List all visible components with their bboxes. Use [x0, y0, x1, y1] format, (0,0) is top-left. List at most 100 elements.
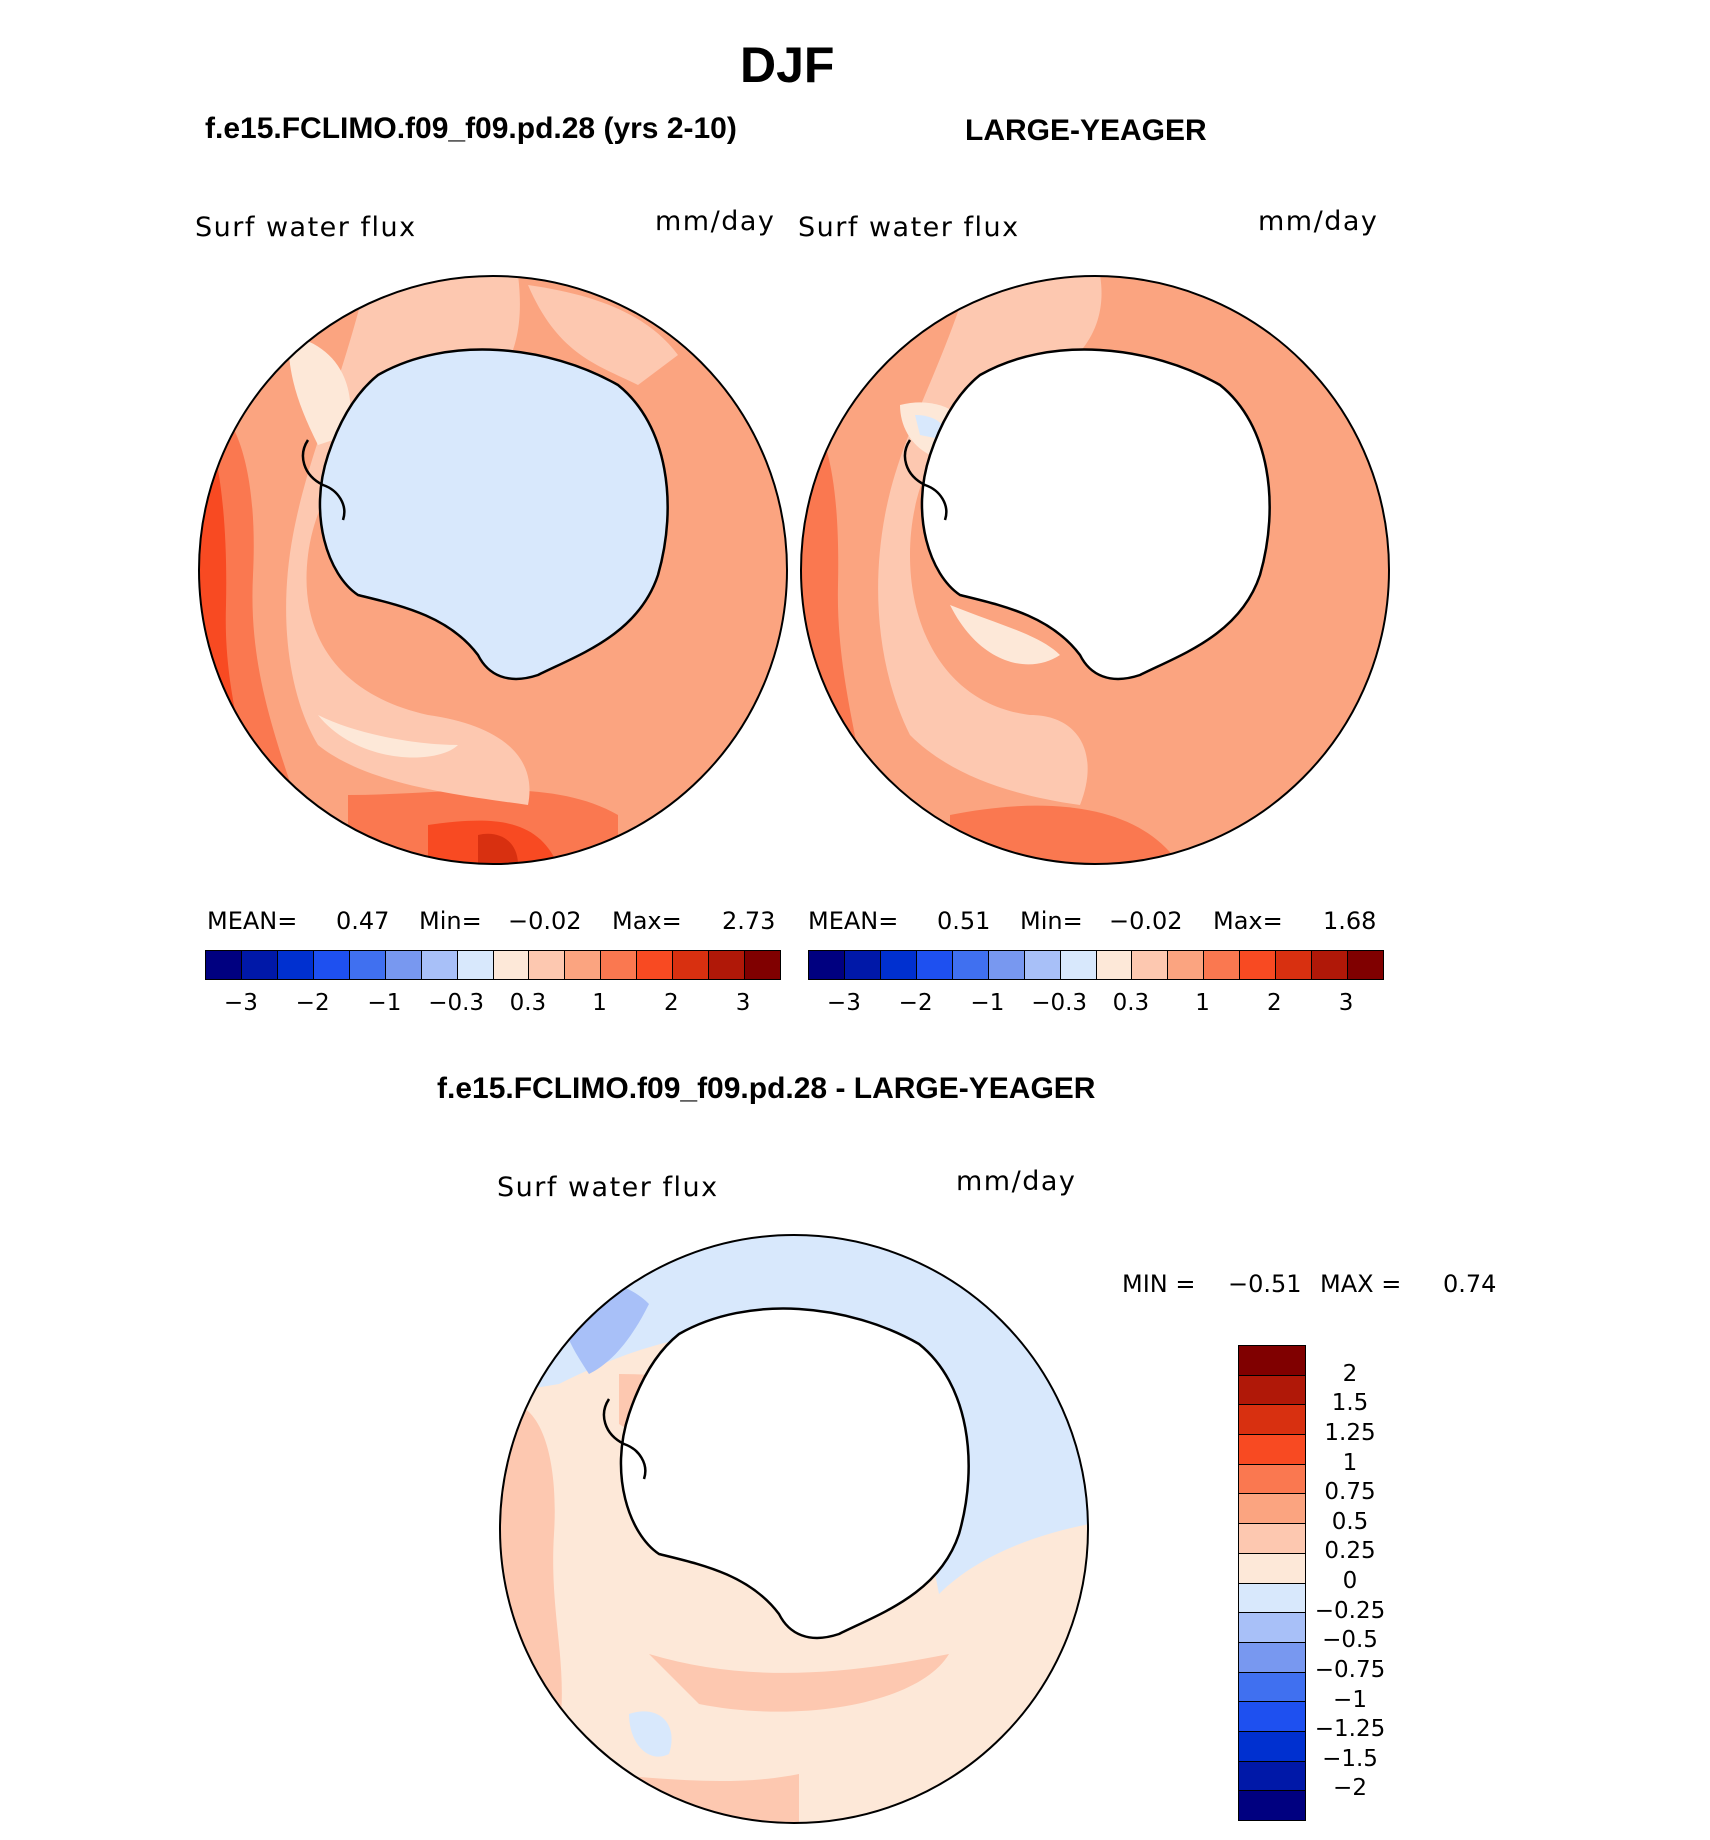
colorbar-tick-label: −0.3 [1031, 990, 1088, 1016]
right-antarctic-map [800, 275, 1390, 865]
left-mean-value: 0.47 [336, 907, 390, 935]
colorbar-box [1239, 1524, 1305, 1554]
colorbar-box [1024, 951, 1061, 979]
colorbar-tick-label: 1 [1342, 1449, 1358, 1476]
colorbar-box [1239, 1761, 1305, 1792]
colorbar-tick-label: −1.5 [1322, 1745, 1378, 1772]
colorbar-box [457, 951, 494, 979]
colorbar-box [385, 951, 422, 979]
colorbar-box [1239, 1346, 1305, 1376]
diff-panel-heading: f.e15.FCLIMO.f09_f09.pd.28 - LARGE-YEAGE… [437, 1072, 1096, 1105]
colorbar-box [916, 951, 953, 979]
diff-min-value: −0.51 [1228, 1270, 1302, 1298]
colorbar-box [1239, 1375, 1305, 1406]
left-max-value: 2.73 [722, 907, 776, 935]
colorbar-box [493, 951, 530, 979]
colorbar-tick-label: 2 [664, 990, 679, 1016]
colorbar-tick-label: 0 [1342, 1568, 1358, 1594]
diff-colorbar [1238, 1345, 1306, 1821]
colorbar-box [1239, 1553, 1305, 1584]
colorbar-tick-label: −1 [1333, 1686, 1367, 1713]
figure-title: DJF [740, 37, 835, 93]
diff-units-label: mm/day [956, 1166, 1077, 1197]
colorbar-tick-label: −1 [970, 990, 1005, 1016]
colorbar-tick-label: −2 [898, 990, 933, 1016]
colorbar-box [709, 951, 746, 979]
colorbar-box [809, 951, 845, 979]
left-max-label: Max= [612, 907, 682, 935]
colorbar-box [1348, 951, 1383, 979]
left-variable-label: Surf water flux [195, 212, 417, 243]
colorbar-box [1204, 951, 1241, 979]
colorbar-box [1239, 1642, 1305, 1673]
colorbar-box [880, 951, 917, 979]
left-colorbar [205, 950, 781, 980]
right-panel-heading: LARGE-YEAGER [965, 114, 1207, 147]
left-panel-heading: f.e15.FCLIMO.f09_f09.pd.28 (yrs 2-10) [205, 112, 737, 145]
right-min-value: −0.02 [1109, 907, 1183, 935]
colorbar-box [1239, 1405, 1305, 1436]
right-mean-label: MEAN= [808, 907, 899, 935]
colorbar-tick-label: −1 [367, 990, 402, 1016]
left-min-value: −0.02 [508, 907, 582, 935]
colorbar-box [349, 951, 386, 979]
colorbar-tick-label: −2 [1333, 1775, 1367, 1802]
colorbar-tick-label: 1 [592, 990, 607, 1016]
colorbar-tick-label: −3 [826, 990, 861, 1016]
left-units-label: mm/day [655, 206, 776, 237]
right-min-label: Min= [1020, 907, 1083, 935]
left-min-label: Min= [419, 907, 482, 935]
right-mean-value: 0.51 [937, 907, 991, 935]
colorbar-box [1239, 1791, 1305, 1820]
colorbar-box [1239, 1583, 1305, 1614]
colorbar-box [1240, 951, 1277, 979]
diff-max-value: 0.74 [1443, 1270, 1497, 1298]
colorbar-box [1060, 951, 1097, 979]
colorbar-tick-label: −0.25 [1314, 1597, 1386, 1624]
colorbar-box [313, 951, 350, 979]
colorbar-box [1239, 1613, 1305, 1643]
colorbar-box [529, 951, 566, 979]
colorbar-box [637, 951, 674, 979]
colorbar-tick-label: −0.3 [428, 990, 485, 1016]
colorbar-tick-label: −3 [223, 990, 258, 1016]
colorbar-tick-label: −0.5 [1322, 1627, 1378, 1654]
colorbar-box [844, 951, 881, 979]
colorbar-tick-label: 1 [1195, 990, 1210, 1016]
colorbar-box [1276, 951, 1313, 979]
colorbar-tick-label: −1.25 [1314, 1716, 1386, 1743]
colorbar-box [1132, 951, 1169, 979]
colorbar-tick-label: 0.3 [509, 990, 547, 1016]
colorbar-tick-label: 3 [1338, 990, 1354, 1016]
colorbar-box [1239, 1464, 1305, 1495]
right-colorbar [808, 950, 1384, 980]
colorbar-tick-label: 3 [735, 990, 751, 1016]
colorbar-box [241, 951, 278, 979]
right-max-label: Max= [1213, 907, 1283, 935]
colorbar-box [673, 951, 710, 979]
right-max-value: 1.68 [1323, 907, 1377, 935]
left-antarctic-map [198, 275, 788, 865]
colorbar-tick-label: 0.25 [1324, 1538, 1376, 1565]
diff-min-label: MIN = [1122, 1270, 1196, 1298]
colorbar-box [1239, 1672, 1305, 1703]
colorbar-tick-label: 2 [1342, 1360, 1358, 1387]
right-units-label: mm/day [1258, 206, 1379, 237]
colorbar-tick-label: 2 [1267, 990, 1282, 1016]
diff-variable-label: Surf water flux [497, 1172, 719, 1203]
colorbar-tick-label: 1.5 [1331, 1390, 1369, 1417]
colorbar-box [1312, 951, 1349, 979]
diff-antarctic-map [499, 1234, 1089, 1824]
left-mean-label: MEAN= [207, 907, 298, 935]
colorbar-box [1168, 951, 1205, 979]
colorbar-box [745, 951, 780, 979]
colorbar-box [1096, 951, 1133, 979]
colorbar-tick-label: 0.3 [1112, 990, 1150, 1016]
colorbar-box [421, 951, 458, 979]
right-variable-label: Surf water flux [798, 212, 1020, 243]
colorbar-tick-label: 1.25 [1324, 1419, 1376, 1446]
colorbar-box [952, 951, 989, 979]
colorbar-box [988, 951, 1025, 979]
diff-max-label: MAX = [1320, 1270, 1402, 1298]
colorbar-box [1239, 1731, 1305, 1762]
